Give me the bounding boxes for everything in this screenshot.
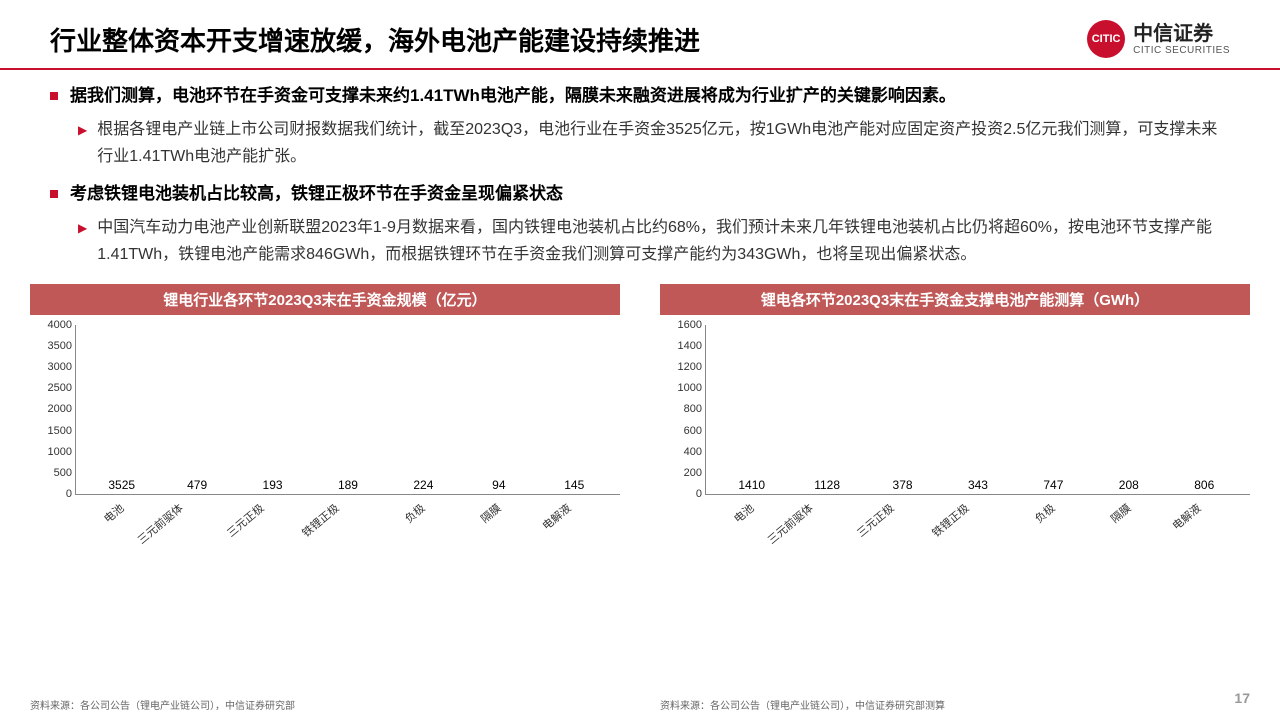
y-tick: 400 (664, 446, 702, 458)
bar-wrap: 343 铁锂正极 (946, 478, 1009, 494)
x-label: 三元前驱体 (763, 500, 815, 548)
y-tick: 2000 (34, 403, 72, 415)
y-tick: 1000 (34, 446, 72, 458)
y-tick: 1200 (664, 361, 702, 373)
bullet-icon (50, 92, 58, 100)
x-label: 隔膜 (1107, 500, 1134, 526)
bars: 1410 电池 1128 三元前驱体 378 三元正极 343 铁锂正极 747 负极 2… (706, 325, 1250, 494)
bar-value: 1128 (814, 478, 840, 492)
page-title: 行业整体资本开支增速放缓，海外电池产能建设持续推进 (50, 21, 700, 58)
bar-value: 1410 (738, 478, 765, 492)
plot: 050010001500200025003000350040003525 电池4… (75, 325, 620, 495)
x-label: 三元正极 (223, 500, 267, 541)
chart-left: 锂电行业各环节2023Q3末在手资金规模（亿元） 050010001500200… (30, 284, 620, 535)
bar-wrap: 193 三元正极 (241, 478, 304, 494)
bar-value: 189 (338, 478, 358, 492)
logo-cn: 中信证券 (1133, 23, 1230, 45)
y-tick: 1000 (664, 382, 702, 394)
x-label: 电解液 (1168, 500, 1204, 533)
bullet-text: 考虑铁锂电池装机占比较高，铁锂正极环节在手资金呈现偏紧状态 (70, 180, 563, 207)
bullet-text: 据我们测算，电池环节在手资金可支撑未来约1.41TWh电池产能，隔膜未来融资进展… (70, 82, 956, 109)
logo-en: CITIC SECURITIES (1133, 45, 1230, 56)
chart-right: 锂电各环节2023Q3末在手资金支撑电池产能测算（GWh） 0 200 400 600… (660, 284, 1250, 535)
bar-wrap: 224 负极 (392, 478, 455, 494)
x-label: 电池 (100, 500, 127, 526)
y-tick: 4000 (34, 319, 72, 331)
x-label: 隔膜 (477, 500, 504, 526)
bar-wrap: 3525 电池 (90, 478, 153, 494)
bar-value: 208 (1119, 478, 1139, 492)
bar-wrap: 747 负极 (1022, 478, 1085, 494)
y-tick: 1500 (34, 425, 72, 437)
bar-value: 145 (564, 478, 584, 492)
source-left: 资料来源：各公司公告（锂电产业链公司），中信证券研究部 (30, 697, 295, 712)
y-tick: 600 (664, 425, 702, 437)
bar-wrap: 94 隔膜 (467, 478, 530, 494)
y-tick: 3000 (34, 361, 72, 373)
bar-value: 378 (893, 478, 913, 492)
bullet-icon (50, 190, 58, 198)
bar-wrap: 145 电解液 (543, 478, 606, 494)
x-label: 负极 (1032, 500, 1059, 526)
x-label: 电池 (730, 500, 757, 526)
bullet: 考虑铁锂电池装机占比较高，铁锂正极环节在手资金呈现偏紧状态 (70, 180, 1230, 207)
bar-value: 343 (968, 478, 988, 492)
y-tick: 0 (34, 488, 72, 500)
bar-wrap: 189 铁锂正极 (316, 478, 379, 494)
x-label: 三元正极 (853, 500, 897, 541)
x-label: 三元前驱体 (133, 500, 185, 548)
sub-text: 根据各锂电产业链上市公司财报数据我们统计，截至2023Q3，电池行业在手资金35… (97, 117, 1230, 170)
bar-wrap: 1128 三元前驱体 (795, 478, 858, 494)
bar-wrap: 1410 电池 (720, 478, 783, 494)
arrow-icon: ▶ (78, 123, 87, 137)
y-tick: 800 (664, 403, 702, 415)
sub-text: 中国汽车动力电池产业创新联盟2023年1-9月数据来看，国内铁锂电池装机占比约6… (97, 215, 1230, 268)
plot: 020040060080010001200140016001410 电池1128… (705, 325, 1250, 495)
bars: 3525 电池 479 三元前驱体 193 三元正极 189 铁锂正极 224 负极 94… (76, 325, 620, 494)
bar-wrap: 378 三元正极 (871, 478, 934, 494)
bar-value: 193 (263, 478, 283, 492)
bar-value: 479 (187, 478, 207, 492)
bar-wrap: 479 三元前驱体 (165, 478, 228, 494)
y-tick: 1600 (664, 319, 702, 331)
page-number: 17 (1234, 690, 1250, 706)
y-tick: 2500 (34, 382, 72, 394)
chart2-title: 锂电各环节2023Q3末在手资金支撑电池产能测算（GWh） (660, 284, 1250, 315)
bar-value: 224 (413, 478, 433, 492)
chart1-area: 050010001500200025003000350040003525 电池4… (30, 325, 620, 535)
bar-value: 94 (492, 478, 505, 492)
bullet: 据我们测算，电池环节在手资金可支撑未来约1.41TWh电池产能，隔膜未来融资进展… (70, 82, 1230, 109)
content: 据我们测算，电池环节在手资金可支撑未来约1.41TWh电池产能，隔膜未来融资进展… (0, 82, 1280, 268)
charts-row: 锂电行业各环节2023Q3末在手资金规模（亿元） 050010001500200… (0, 278, 1280, 535)
arrow-icon: ▶ (78, 221, 87, 235)
bar-value: 747 (1043, 478, 1063, 492)
chart2-area: 020040060080010001200140016001410 电池1128… (660, 325, 1250, 535)
x-label: 铁锂正极 (928, 500, 972, 541)
x-label: 负极 (402, 500, 429, 526)
y-tick: 3500 (34, 340, 72, 352)
source-right: 资料来源：各公司公告（锂电产业链公司），中信证券研究部测算 (660, 697, 945, 712)
sub-bullet: ▶ 根据各锂电产业链上市公司财报数据我们统计，截至2023Q3，电池行业在手资金… (78, 117, 1230, 170)
header: 行业整体资本开支增速放缓，海外电池产能建设持续推进 CITIC 中信证券 CIT… (0, 0, 1280, 68)
sub-bullet: ▶ 中国汽车动力电池产业创新联盟2023年1-9月数据来看，国内铁锂电池装机占比… (78, 215, 1230, 268)
bar-wrap: 208 隔膜 (1097, 478, 1160, 494)
x-label: 电解液 (538, 500, 574, 533)
y-tick: 0 (664, 488, 702, 500)
y-tick: 200 (664, 467, 702, 479)
bar-wrap: 806 电解液 (1173, 478, 1236, 494)
x-label: 铁锂正极 (298, 500, 342, 541)
bar-value: 806 (1194, 478, 1214, 492)
y-tick: 500 (34, 467, 72, 479)
logo-icon: CITIC (1087, 20, 1125, 58)
chart1-title: 锂电行业各环节2023Q3末在手资金规模（亿元） (30, 284, 620, 315)
divider (0, 68, 1280, 70)
bar-value: 3525 (108, 478, 135, 492)
y-tick: 1400 (664, 340, 702, 352)
logo: CITIC 中信证券 CITIC SECURITIES (1087, 20, 1230, 58)
